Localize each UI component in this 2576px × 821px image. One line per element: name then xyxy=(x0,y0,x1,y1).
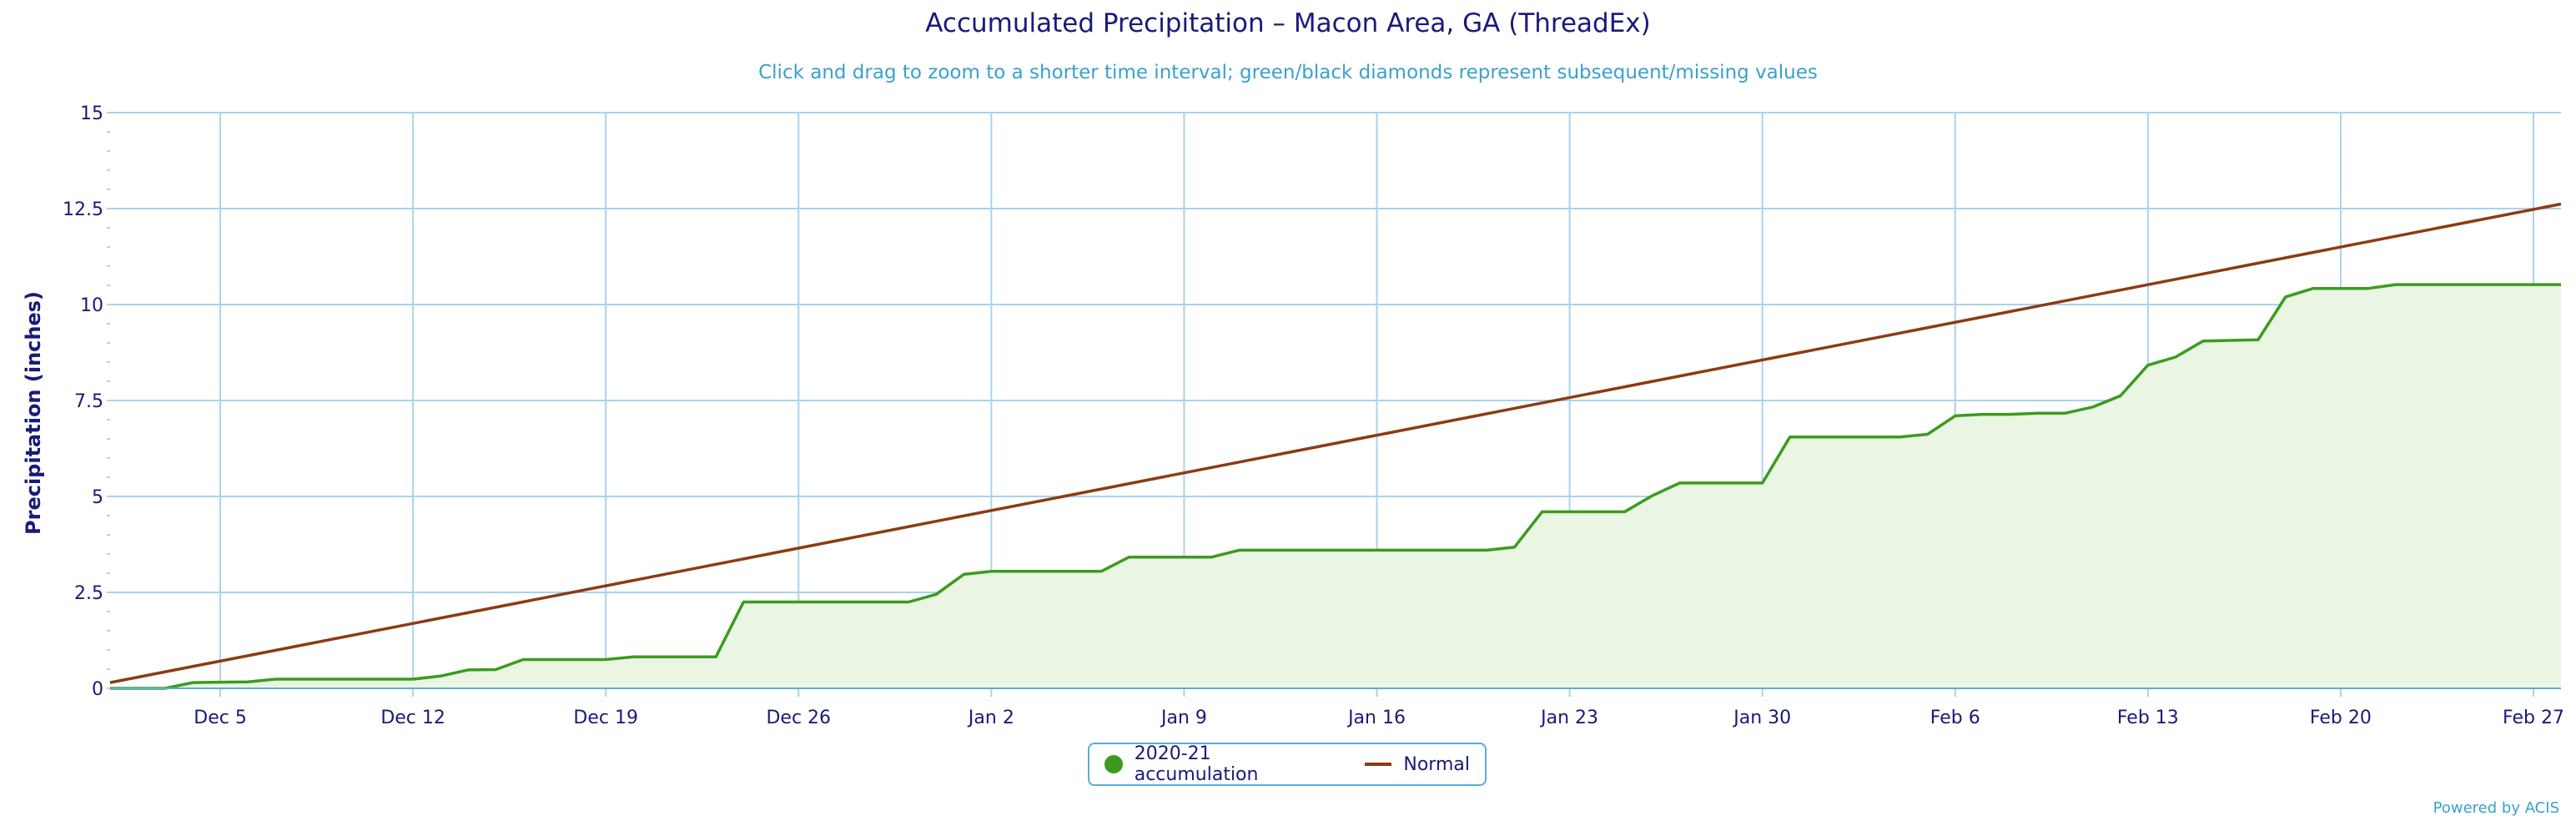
y-tick-label: 12.5 xyxy=(63,199,103,220)
y-tick-label: 10 xyxy=(80,295,103,316)
legend-item-accumulation[interactable]: 2020-21 accumulation xyxy=(1104,743,1338,785)
y-tick-label: 5 xyxy=(92,487,103,508)
x-tick-label: Dec 19 xyxy=(573,708,638,728)
axes: 0 2.5 5 7.5 10 12.5 15 Dec 5 Dec 12 Dec 19 Dec 26 J… xyxy=(63,103,2564,728)
x-tick-label: Dec 26 xyxy=(766,708,831,728)
legend-item-normal[interactable]: Normal xyxy=(1365,754,1470,775)
x-tick-label: Jan 30 xyxy=(1732,708,1791,728)
x-tick-label: Feb 20 xyxy=(2310,708,2372,728)
x-tick-label: Jan 16 xyxy=(1346,708,1406,728)
x-tick-label: Jan 9 xyxy=(1160,708,1207,728)
normal-line xyxy=(109,202,2562,684)
x-tick-label: Jan 23 xyxy=(1539,708,1598,728)
accumulation-line xyxy=(110,283,2561,690)
legend-accumulation-label: 2020-21 accumulation xyxy=(1134,743,1259,785)
series-layer[interactable] xyxy=(109,202,2562,690)
credit-link[interactable]: Powered by ACIS xyxy=(2433,799,2559,817)
chart-title: Accumulated Precipitation – Macon Area, … xyxy=(925,8,1651,38)
y-axis-label: Precipitation (inches) xyxy=(22,291,45,535)
y-tick-label: 15 xyxy=(80,103,103,124)
x-tick-label: Dec 12 xyxy=(380,708,445,728)
x-tick-label: Dec 5 xyxy=(194,708,247,728)
y-tick-label: 7.5 xyxy=(74,391,103,412)
legend-accumulation-marker xyxy=(1104,755,1123,773)
y-tick-label: 2.5 xyxy=(74,583,103,604)
legend: 2020-21 accumulation Normal xyxy=(1088,743,1487,786)
chart-subtitle: Click and drag to zoom to a shorter time… xyxy=(758,62,1818,83)
accumulation-area xyxy=(110,285,2561,688)
legend-normal-label: Normal xyxy=(1403,753,1470,775)
x-tick-label: Feb 13 xyxy=(2117,708,2179,728)
x-tick-label: Jan 2 xyxy=(967,708,1014,728)
legend-normal-marker xyxy=(1365,763,1392,766)
y-tick-label: 0 xyxy=(92,679,103,700)
x-tick-label: Feb 27 xyxy=(2503,708,2564,728)
x-tick-label: Feb 6 xyxy=(1930,708,1980,728)
